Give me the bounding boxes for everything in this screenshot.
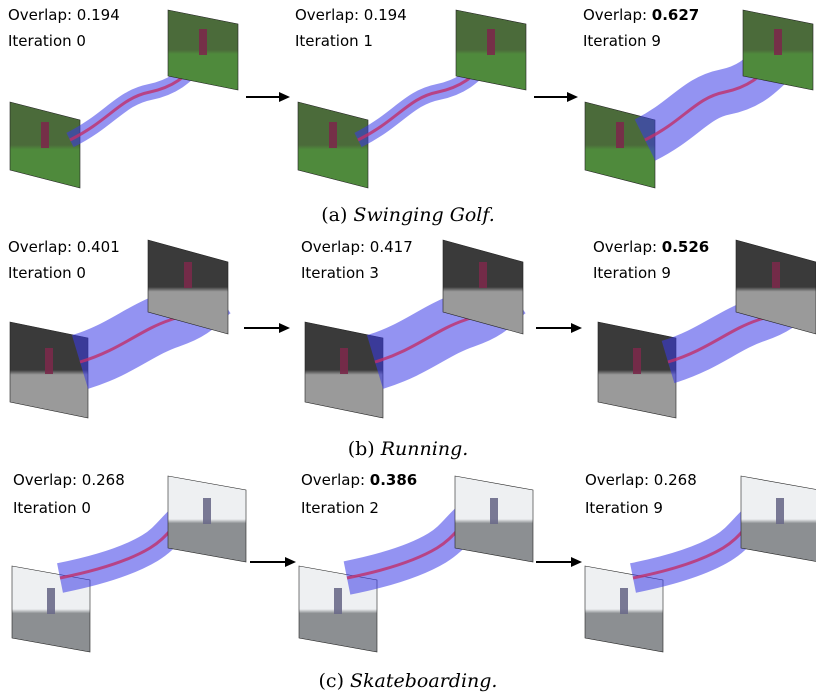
overlap-value: 0.194 <box>76 6 120 24</box>
video-frame-end <box>455 9 527 91</box>
overlap-text: Overlap: 0.194 <box>295 6 407 24</box>
overlap-text: Overlap: 0.627 <box>583 6 700 24</box>
arrow-right <box>534 92 578 102</box>
person-silhouette <box>774 29 782 55</box>
person-silhouette <box>620 588 628 614</box>
figure-row-a: Overlap: 0.194 Iteration 0 Overlap: 0.19… <box>0 0 816 232</box>
iteration-text: Iteration 9 <box>583 32 661 50</box>
overlap-value: 0.386 <box>369 471 418 489</box>
iteration-text: Iteration 3 <box>301 264 379 282</box>
person-silhouette <box>184 262 192 288</box>
video-frame-start <box>9 321 89 419</box>
iteration-text: Iteration 0 <box>13 499 91 517</box>
person-silhouette <box>776 498 784 524</box>
person-silhouette <box>199 29 207 55</box>
arrow-right <box>246 92 290 102</box>
overlap-value: 0.417 <box>369 238 413 256</box>
panel-b-0: Overlap: 0.401 Iteration 0 <box>5 232 255 432</box>
iteration-text: Iteration 1 <box>295 32 373 50</box>
iteration-text: Iteration 9 <box>593 264 671 282</box>
overlap-text: Overlap: 0.526 <box>593 238 710 256</box>
person-silhouette <box>41 122 49 148</box>
video-frame-end <box>735 239 816 335</box>
caption-c: (c) Skateboarding. <box>318 670 498 692</box>
overlap-text: Overlap: 0.401 <box>8 238 120 256</box>
panel-b-2: Overlap: 0.526 Iteration 9 <box>590 232 816 432</box>
video-frame-end <box>442 239 524 335</box>
person-silhouette <box>479 262 487 288</box>
video-frame-start <box>9 101 81 189</box>
iteration-text: Iteration 0 <box>8 264 86 282</box>
panel-c-1: Overlap: 0.386 Iteration 2 <box>298 464 548 664</box>
overlap-value: 0.401 <box>76 238 120 256</box>
overlap-text: Overlap: 0.386 <box>301 471 418 489</box>
arrow-right <box>250 557 296 567</box>
person-silhouette <box>203 498 211 524</box>
person-silhouette <box>340 348 348 374</box>
panel-a-2: Overlap: 0.627 Iteration 9 <box>580 0 816 200</box>
overlap-value: 0.627 <box>651 6 700 24</box>
iteration-text: Iteration 9 <box>585 499 663 517</box>
arrow-right <box>536 557 582 567</box>
figure-row-b: Overlap: 0.401 Iteration 0 Overlap: 0.41… <box>0 232 816 464</box>
video-frame-start <box>597 321 677 419</box>
overlap-value: 0.268 <box>81 471 125 489</box>
person-silhouette <box>772 262 780 288</box>
video-frame-end <box>167 475 247 563</box>
overlap-value: 0.526 <box>661 238 710 256</box>
figure-row-c: Overlap: 0.268 Iteration 0 Overlap: 0.38… <box>0 464 816 696</box>
person-silhouette <box>329 122 337 148</box>
caption-a: (a) Swinging Golf. <box>321 204 495 226</box>
person-silhouette <box>633 348 641 374</box>
overlap-value: 0.268 <box>653 471 697 489</box>
overlap-text: Overlap: 0.268 <box>585 471 697 489</box>
video-frame-start <box>304 321 384 419</box>
overlap-text: Overlap: 0.417 <box>301 238 413 256</box>
person-silhouette <box>490 498 498 524</box>
iteration-text: Iteration 0 <box>8 32 86 50</box>
person-silhouette <box>616 122 624 148</box>
arrow-right <box>536 323 582 333</box>
person-silhouette <box>334 588 342 614</box>
overlap-value: 0.194 <box>363 6 407 24</box>
caption-b: (b) Running. <box>347 438 469 460</box>
video-frame-end <box>147 239 229 335</box>
overlap-text: Overlap: 0.268 <box>13 471 125 489</box>
overlap-text: Overlap: 0.194 <box>8 6 120 24</box>
video-frame-end <box>742 9 814 91</box>
panel-a-1: Overlap: 0.194 Iteration 1 <box>292 0 542 200</box>
arrow-right <box>244 323 290 333</box>
video-frame-start <box>297 101 369 189</box>
iteration-text: Iteration 2 <box>301 499 379 517</box>
panel-c-2: Overlap: 0.268 Iteration 9 <box>582 464 816 664</box>
person-silhouette <box>47 588 55 614</box>
panel-b-1: Overlap: 0.417 Iteration 3 <box>298 232 548 432</box>
person-silhouette <box>45 348 53 374</box>
panel-a-0: Overlap: 0.194 Iteration 0 <box>5 0 255 200</box>
person-silhouette <box>487 29 495 55</box>
video-frame-end <box>167 9 239 91</box>
panel-c-0: Overlap: 0.268 Iteration 0 <box>10 464 260 664</box>
video-frame-end <box>740 475 816 562</box>
video-frame-end <box>454 475 534 563</box>
